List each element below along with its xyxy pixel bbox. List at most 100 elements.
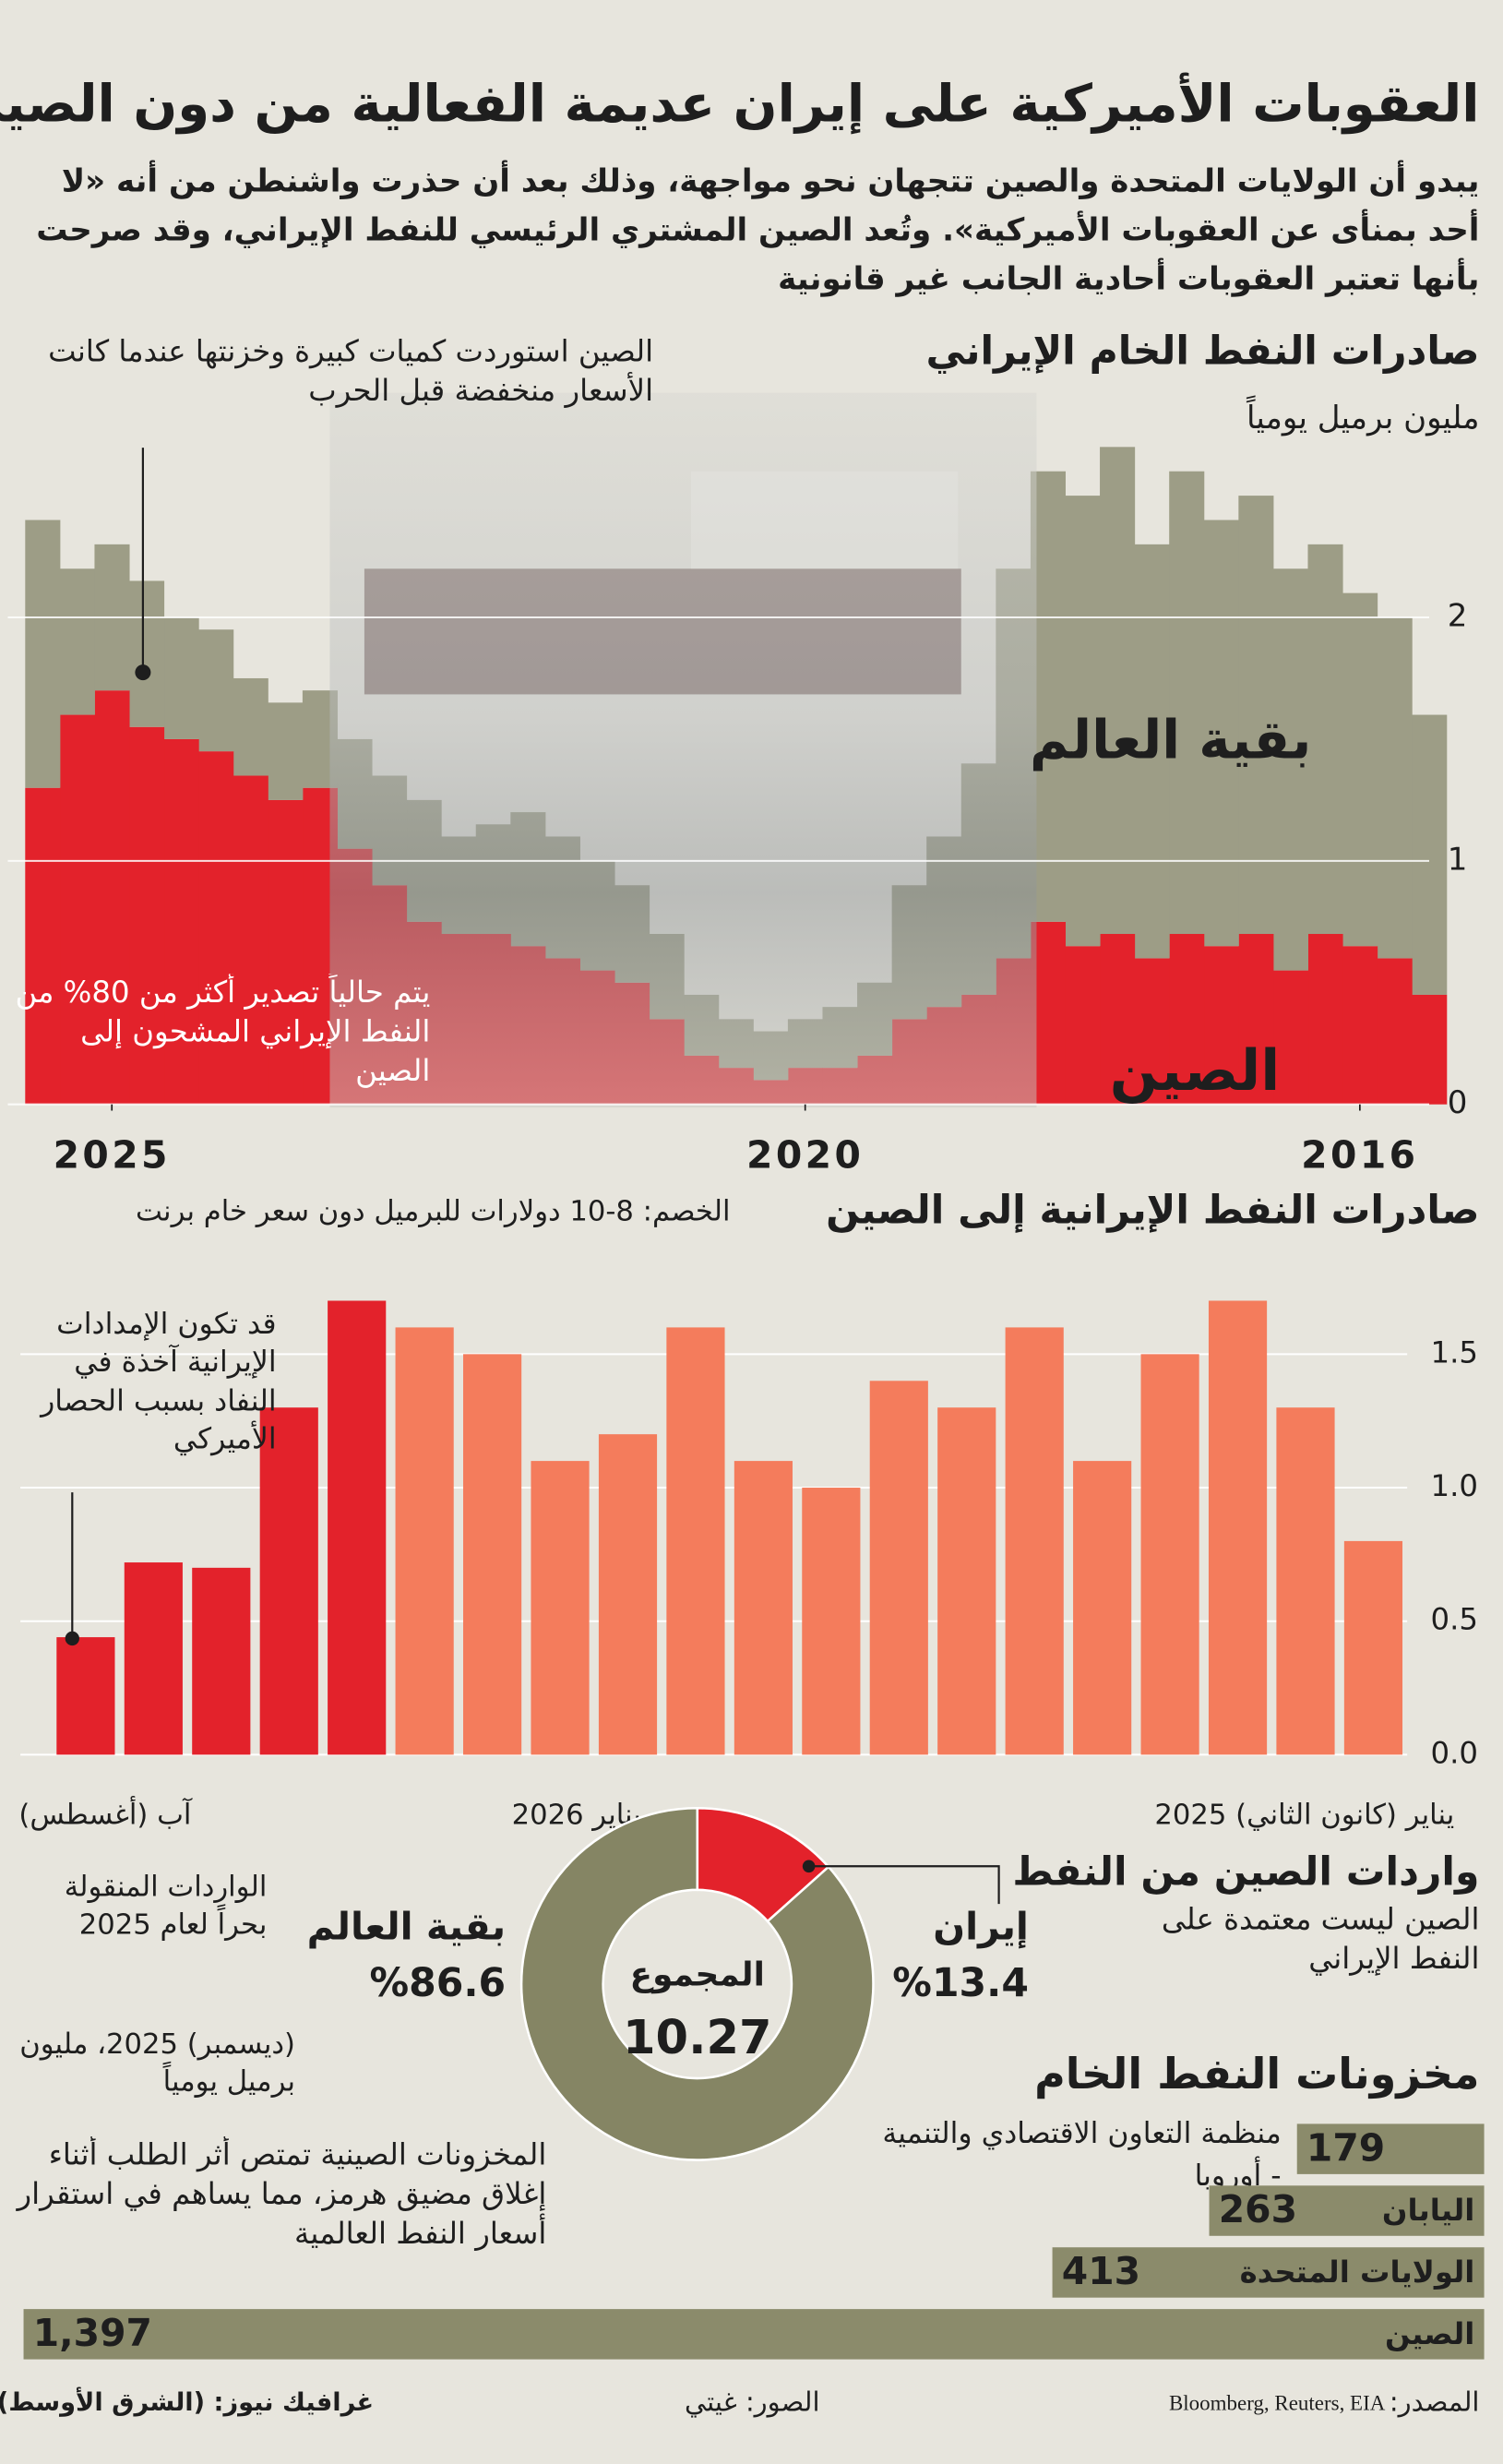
y-tick-label: 1.0 xyxy=(1431,1468,1478,1503)
y-tick-label: 0.0 xyxy=(1431,1735,1478,1770)
bar xyxy=(598,1434,658,1755)
center-label: المجموع xyxy=(630,1956,765,1993)
x-tick-label: 2020 xyxy=(746,1133,864,1178)
bar-segment xyxy=(1100,447,1136,935)
bar-segment xyxy=(1169,471,1205,935)
chart-title: واردات الصين من النفط xyxy=(1012,1849,1479,1895)
bar xyxy=(734,1461,793,1755)
annotation-dot xyxy=(135,664,151,681)
bar-segment xyxy=(1134,544,1170,959)
bar xyxy=(395,1327,454,1755)
bar-segment xyxy=(1342,592,1378,947)
slice-pointer-dot xyxy=(802,1860,816,1873)
bar-segment xyxy=(233,677,268,776)
slice-value: %13.4 xyxy=(892,1961,1029,2006)
source-label: المصدر: xyxy=(1390,2386,1480,2417)
bar xyxy=(124,1562,183,1755)
series-label: الصين xyxy=(1110,1038,1281,1104)
bar xyxy=(1296,2123,1485,2174)
title: العقوبات الأميركية على إيران عديمة الفعا… xyxy=(0,71,1479,134)
bar-segment xyxy=(59,568,95,715)
bar-segment xyxy=(163,617,199,739)
donut-slice xyxy=(519,1806,875,2161)
chart-title: صادرات النفط الخام الإيراني xyxy=(925,329,1479,375)
annotation-box: يتم حالياً تصدير أكثر من 80% من النفط ال… xyxy=(15,975,430,1089)
bar-segment xyxy=(129,726,165,1105)
bar xyxy=(666,1327,725,1755)
slice-label: بقية العالم xyxy=(307,1904,507,1948)
bar-segment xyxy=(1412,714,1448,995)
x-tick-label: يناير (كانون الثاني) 2025 xyxy=(1154,1799,1454,1831)
background-photo xyxy=(329,392,1037,1108)
x-tick-label: 2025 xyxy=(54,1133,171,1178)
bar xyxy=(1276,1407,1335,1755)
photo-ship-deck xyxy=(690,471,959,569)
chart-subtitle: الصين ليست معتمدة على النفط الإيراني xyxy=(1161,1902,1480,1977)
value-label: 413 xyxy=(1062,2249,1140,2293)
bar-segment xyxy=(1412,994,1448,1105)
photo-credit: الصور: غيتي xyxy=(685,2386,819,2418)
subtitle-box: يبدو أن الولايات المتحدة والصين تتجهان ن… xyxy=(36,161,1480,297)
bar xyxy=(463,1354,522,1755)
note: (ديسمبر) 2025، مليون برميل يومياً xyxy=(19,2027,296,2099)
bar-segment xyxy=(94,690,130,1105)
category-label-box: منظمة التعاون الاقتصادي والتنمية - أوروب… xyxy=(882,2117,1282,2193)
y-tick-label: 1.5 xyxy=(1431,1334,1478,1370)
bar-segment xyxy=(1238,934,1274,1105)
bar-segment xyxy=(1342,946,1378,1105)
y-tick-label: 0.5 xyxy=(1431,1602,1478,1637)
annotation-dot xyxy=(65,1631,79,1646)
bar-segment xyxy=(1065,496,1101,947)
x-tick-label: آب (أغسطس) xyxy=(18,1795,192,1831)
category-label: منظمة التعاون الاقتصادي والتنمية - أوروب… xyxy=(882,2117,1282,2193)
bar xyxy=(937,1407,996,1755)
bar-segment xyxy=(198,629,234,752)
source: Bloomberg, Reuters, EIA xyxy=(1169,2391,1386,2414)
total-label: 10.27 xyxy=(623,2011,771,2065)
slice-value: %86.6 xyxy=(369,1961,506,2006)
bar-segment xyxy=(1203,520,1239,947)
chart-title: مخزونات النفط الخام xyxy=(1034,2049,1479,2099)
bar-segment xyxy=(25,787,61,1105)
y-tick-label: 0 xyxy=(1448,1084,1468,1121)
bar-segment xyxy=(1065,946,1101,1105)
bar xyxy=(1343,1540,1403,1755)
bar xyxy=(328,1300,387,1755)
category-label: الصين xyxy=(1385,2316,1474,2351)
x-tick-label: 2016 xyxy=(1301,1133,1418,1178)
value-label: 1,397 xyxy=(33,2311,152,2355)
bar xyxy=(1209,2185,1485,2236)
y-tick-label: 2 xyxy=(1448,598,1468,635)
bar-segment xyxy=(268,799,304,1105)
bar-segment xyxy=(233,775,268,1105)
bar-segment xyxy=(1169,934,1205,1105)
series-label: بقية العالم xyxy=(1030,708,1311,771)
bar xyxy=(1005,1327,1064,1755)
annotation-box: قد تكون الإمدادات الإيرانية آخذة في النف… xyxy=(41,1309,276,1456)
note-box: (ديسمبر) 2025، مليون برميل يومياً xyxy=(19,2027,296,2099)
bar-segment xyxy=(268,702,304,800)
note: المخزونات الصينية تمتص أثر الطلب أثناء إ… xyxy=(17,2137,547,2252)
bar xyxy=(259,1407,318,1755)
bar-segment xyxy=(1272,568,1309,971)
bar xyxy=(531,1461,590,1755)
bar xyxy=(1140,1354,1199,1755)
bar xyxy=(802,1488,861,1755)
bar xyxy=(1208,1300,1268,1755)
note-box: المخزونات الصينية تمتص أثر الطلب أثناء إ… xyxy=(17,2137,547,2252)
slice-pointer xyxy=(808,1865,1000,1905)
bar xyxy=(192,1567,251,1755)
bar-segment xyxy=(1307,544,1343,935)
bar-segment xyxy=(1134,958,1170,1105)
bar-segment xyxy=(1272,970,1309,1105)
category-label: اليابان xyxy=(1382,2193,1474,2228)
annotation-box: الصين استوردت كميات كبيرة وخزنتها عندما … xyxy=(48,335,653,409)
subtitle: يبدو أن الولايات المتحدة والصين تتجهان ن… xyxy=(36,161,1480,297)
category-label: الولايات المتحدة xyxy=(1240,2255,1475,2290)
note-box: الواردات المنقولة بحراً لعام 2025 xyxy=(64,1871,268,1942)
bar xyxy=(869,1381,928,1755)
bar-segment xyxy=(59,714,95,1105)
note: الواردات المنقولة بحراً لعام 2025 xyxy=(64,1871,268,1942)
chart-title: صادرات النفط الإيرانية إلى الصين xyxy=(826,1189,1479,1234)
